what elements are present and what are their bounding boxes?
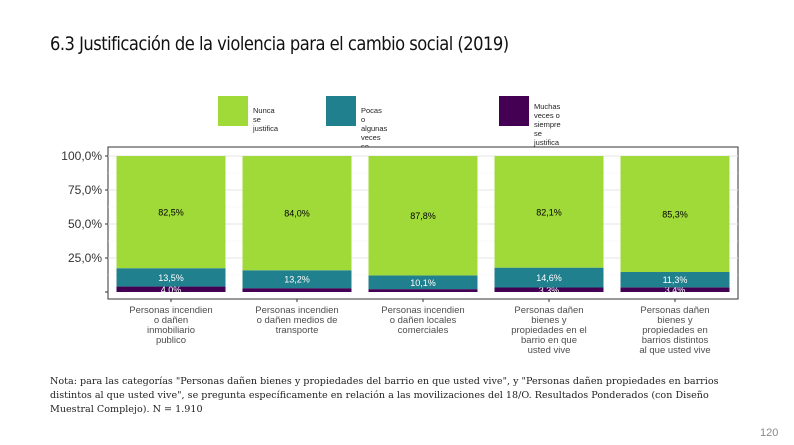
x-tick-label: o dañen medios de	[257, 315, 338, 326]
x-tick-label: Personas incendien	[255, 305, 338, 316]
x-tick-label: Personas incendien	[381, 305, 464, 316]
x-tick-label: transporte	[276, 325, 319, 336]
x-tick-label: inmobiliario	[147, 325, 195, 336]
data-label: 13,2%	[284, 275, 310, 285]
legend-swatch	[218, 96, 248, 126]
bar-segment	[116, 268, 226, 287]
data-label: 85,3%	[662, 210, 688, 220]
bar-segment	[620, 287, 730, 292]
bar-segment	[494, 287, 604, 292]
data-label: 13,5%	[158, 273, 184, 283]
data-label: 11,3%	[663, 275, 688, 285]
legend-label-line: Muchas veces o siempre se	[534, 102, 561, 138]
legend-label: Nunca se justifica	[253, 106, 279, 133]
bar-segment	[116, 286, 226, 292]
y-tick-label: 25,0%	[68, 251, 102, 265]
x-tick-label: al que usted vive	[639, 345, 710, 356]
x-tick-label: Personas incendien	[129, 305, 212, 316]
bar-segment	[620, 272, 730, 288]
data-label: 82,5%	[158, 208, 184, 218]
footnote: Nota: para las categorías "Personas dañe…	[50, 376, 719, 415]
data-label: 82,1%	[536, 207, 562, 217]
data-label: 14,6%	[536, 273, 562, 283]
bar-segment	[368, 156, 478, 276]
data-label: 10,1%	[410, 278, 436, 288]
bar-segment	[116, 156, 226, 269]
data-label: 4,0%	[161, 285, 182, 295]
stacked-bar-chart: 25,0% 50,0% 75,0% 100,0% 4,0% 13,5% 82,5% Perso…	[61, 146, 739, 356]
x-tick-label: propiedades en	[642, 325, 708, 336]
legend-swatch	[326, 96, 356, 126]
page-number: 120	[760, 427, 779, 439]
data-label: 87,8%	[410, 211, 436, 221]
legend-swatch	[499, 96, 529, 126]
bar-segment	[242, 270, 352, 289]
y-tick-label: 75,0%	[68, 183, 102, 197]
x-tick-label: usted vive	[528, 345, 571, 356]
y-tick-label: 50,0%	[68, 217, 102, 231]
data-label: 84,0%	[284, 209, 310, 219]
x-tick-label: Personas dañen	[514, 305, 583, 316]
legend-label: Muchas veces o siempre se justifica	[534, 102, 561, 147]
legend-label-line: justifica	[534, 138, 560, 147]
bar-segment	[242, 288, 352, 292]
x-tick-label: Personas dañen	[640, 305, 709, 316]
x-tick-label: o dañen locales	[390, 315, 457, 326]
bar-segment	[368, 275, 478, 290]
bar-segment	[494, 156, 604, 268]
page-title: 6.3 Justificación de la violencia para e…	[50, 33, 509, 55]
x-tick-label: barrio en que	[521, 335, 577, 346]
bar-segment	[494, 267, 604, 288]
x-tick-label: barrios distintos	[642, 335, 709, 346]
x-tick-label: bienes y	[657, 315, 693, 326]
data-label: 3,4%	[665, 285, 686, 295]
x-tick-label: publico	[156, 335, 186, 346]
data-label: 3,3%	[539, 285, 560, 295]
x-tick-label: comerciales	[398, 325, 449, 336]
bar-segment	[368, 289, 478, 292]
x-tick-label: o dañen	[154, 315, 188, 326]
bar-segment	[620, 156, 730, 273]
x-tick-label: bienes y	[531, 315, 567, 326]
y-tick-label: 100,0%	[61, 149, 102, 163]
bar-segment	[242, 156, 352, 271]
x-tick-label: propiedades en el	[511, 325, 587, 336]
